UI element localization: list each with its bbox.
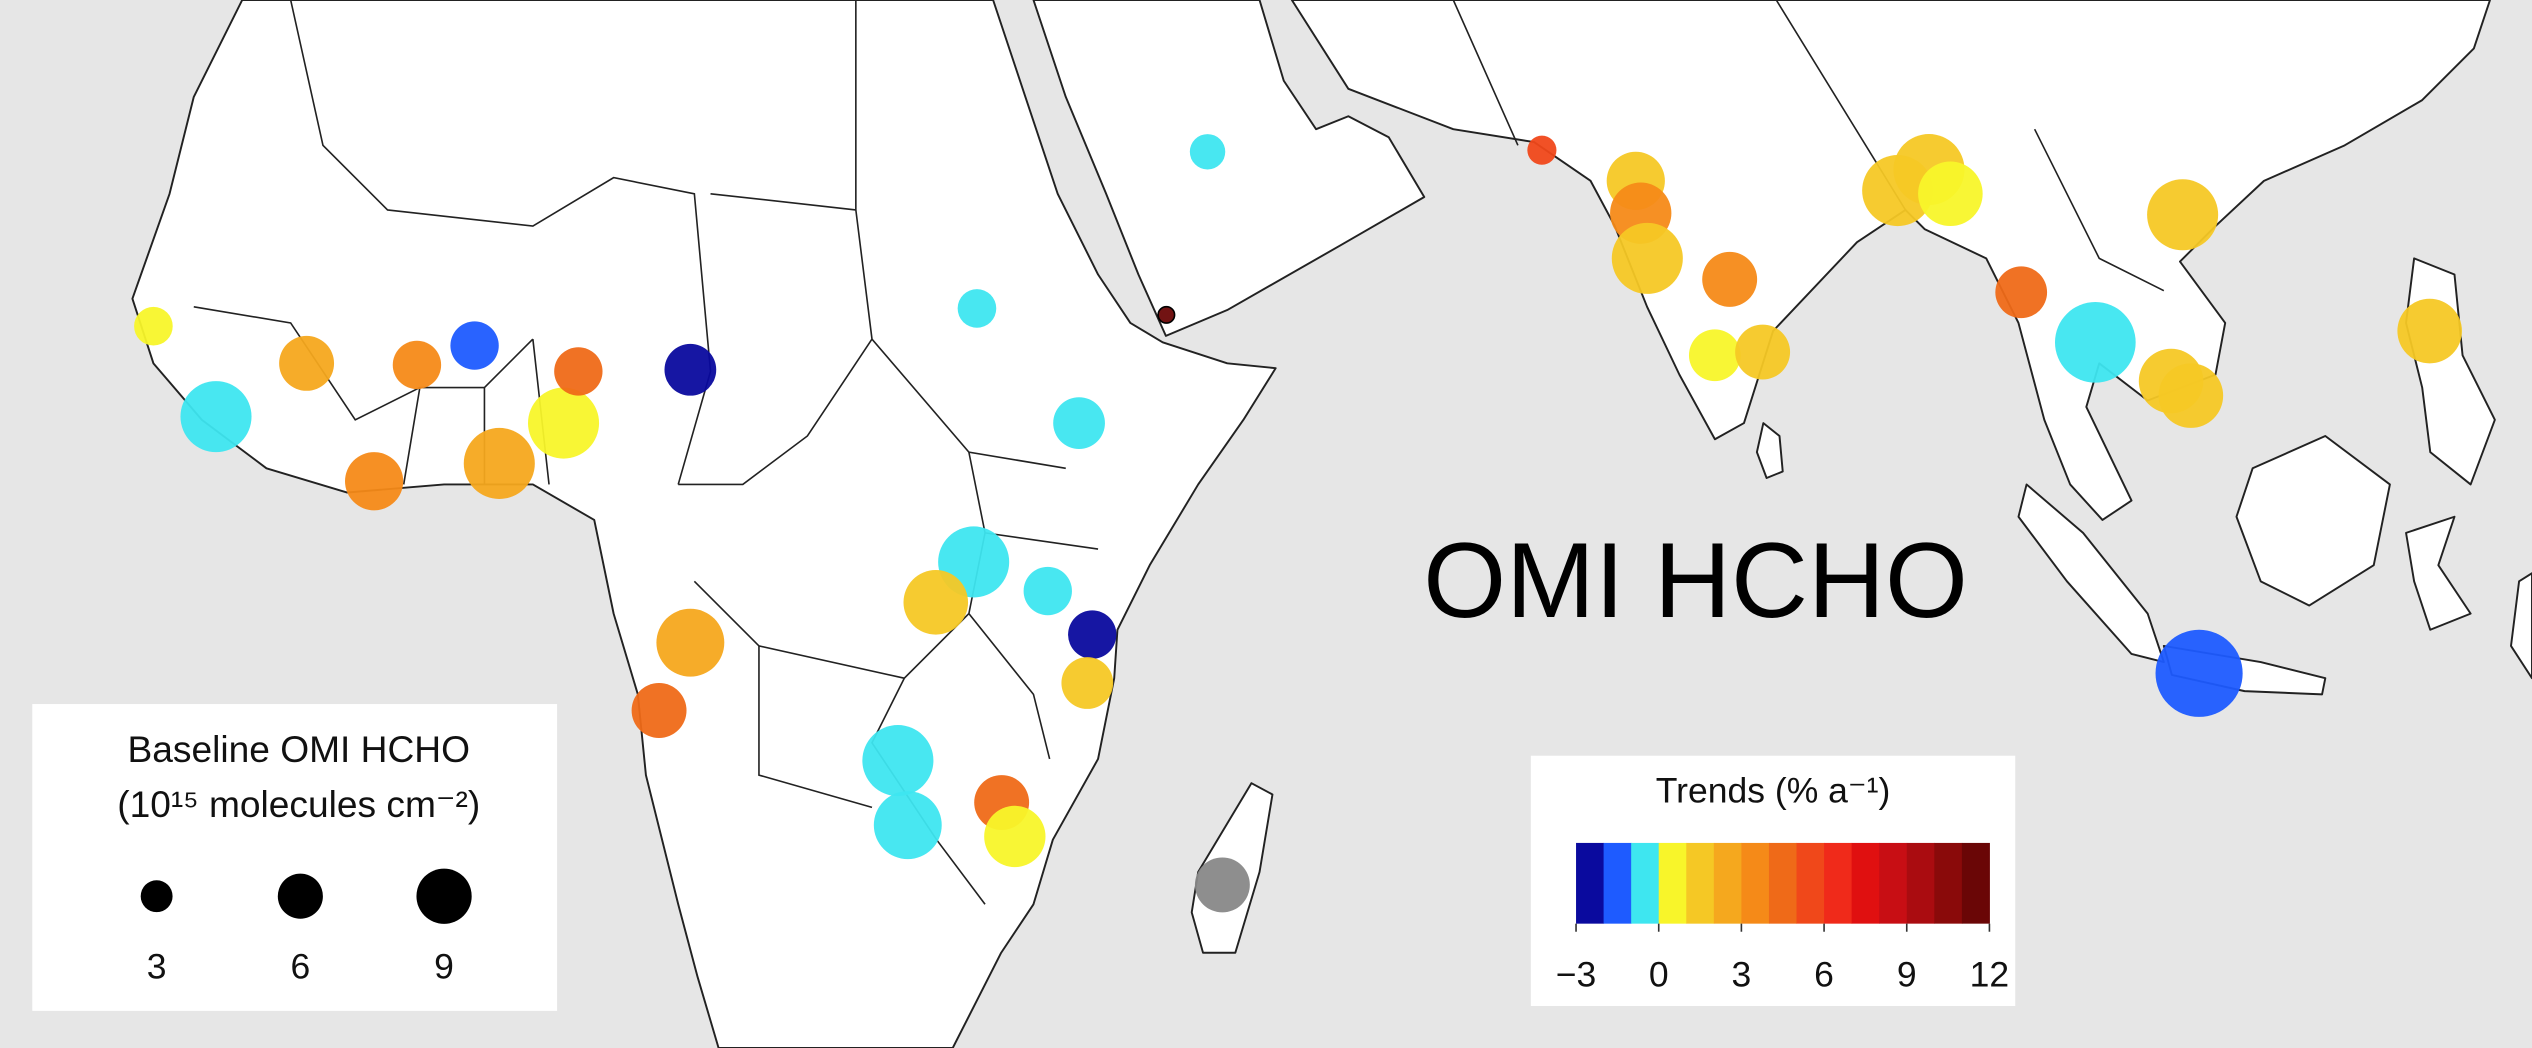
site-marker (1702, 251, 1758, 307)
colorbar-box (1658, 842, 1687, 924)
colorbar-box (1768, 842, 1797, 924)
site-marker (1194, 857, 1250, 913)
site-marker (134, 306, 173, 346)
site-marker (554, 347, 603, 396)
legend-subtitle: (10¹⁵ molecules cm⁻²) (117, 783, 480, 825)
site-marker (2158, 363, 2224, 428)
colorbar-tick-label: −3 (1556, 955, 1597, 995)
colorbar-tick-label: 0 (1649, 955, 1669, 995)
site-marker (862, 725, 934, 797)
colorbar-box (1961, 842, 1990, 924)
colorbar-tick-label: 9 (1897, 955, 1917, 995)
site-marker (2155, 629, 2243, 717)
site-marker (631, 683, 687, 738)
colorbar-box (1879, 842, 1908, 924)
legend-title: Trends (% a⁻¹) (1656, 771, 1891, 811)
site-marker (279, 335, 335, 391)
site-marker (345, 452, 404, 511)
site-marker (1611, 222, 1683, 294)
size-legend-label: 9 (434, 947, 454, 987)
size-legend-label: 6 (290, 947, 310, 987)
size-legend: Baseline OMI HCHO (10¹⁵ molecules cm⁻²) … (32, 704, 558, 1011)
site-marker (180, 381, 252, 453)
site-marker (2397, 298, 2462, 364)
size-legend-circle (277, 873, 323, 919)
site-marker (450, 321, 499, 370)
sites (134, 134, 2462, 913)
site-marker (903, 570, 969, 635)
site-marker (1068, 610, 1117, 659)
site-marker (463, 427, 535, 499)
sri-lanka (1755, 422, 1784, 479)
site-marker (1053, 397, 1105, 449)
colorbar-box (1796, 842, 1825, 924)
size-legend-circle (140, 880, 173, 913)
site-marker (1688, 329, 1741, 382)
colorbar-box (1603, 842, 1632, 924)
colorbar-box (1906, 842, 1935, 924)
site-marker (1735, 324, 1791, 380)
site-marker (957, 289, 997, 328)
sumatra (2017, 483, 2165, 664)
colorbar-box (1631, 842, 1660, 924)
site-marker (2147, 179, 2219, 251)
colorbar-tick-label: 12 (1970, 955, 2010, 995)
colorbar-box (1686, 842, 1715, 924)
legend-title: Baseline OMI HCHO (128, 728, 470, 770)
colorbar-box (1576, 842, 1605, 924)
site-marker (984, 805, 1046, 868)
site-marker (1061, 657, 1114, 709)
colorbar-box (1713, 842, 1742, 924)
site-marker (2054, 302, 2136, 383)
site-marker (392, 340, 442, 390)
site-marker (656, 608, 725, 677)
size-legend-circle (416, 868, 472, 924)
colorbar-tick-label: 6 (1814, 955, 1834, 995)
colorbar-box (1934, 842, 1963, 924)
trend-legend: Trends (% a⁻¹) −3 0 3 6 9 12 (1530, 755, 2016, 1007)
arabia (1032, 0, 1426, 337)
colorbar-tick-label: 3 (1732, 955, 1752, 995)
size-legend-label: 3 (147, 947, 167, 987)
site-marker (1995, 266, 2048, 319)
colorbar-box (1741, 842, 1770, 924)
colorbar-box (1824, 842, 1853, 924)
map-title: OMI HCHO (1423, 521, 1968, 640)
site-marker (1527, 135, 1557, 165)
site-marker (1918, 161, 1983, 227)
site-marker (1157, 305, 1176, 324)
colorbar-box (1851, 842, 1880, 924)
site-marker (1189, 134, 1226, 170)
legend-box (32, 704, 558, 1011)
site-marker (1023, 566, 1072, 616)
borneo (2235, 435, 2391, 607)
site-marker (873, 791, 942, 860)
site-marker (528, 387, 600, 459)
site-marker (664, 343, 717, 396)
sulawesi (2405, 515, 2472, 631)
